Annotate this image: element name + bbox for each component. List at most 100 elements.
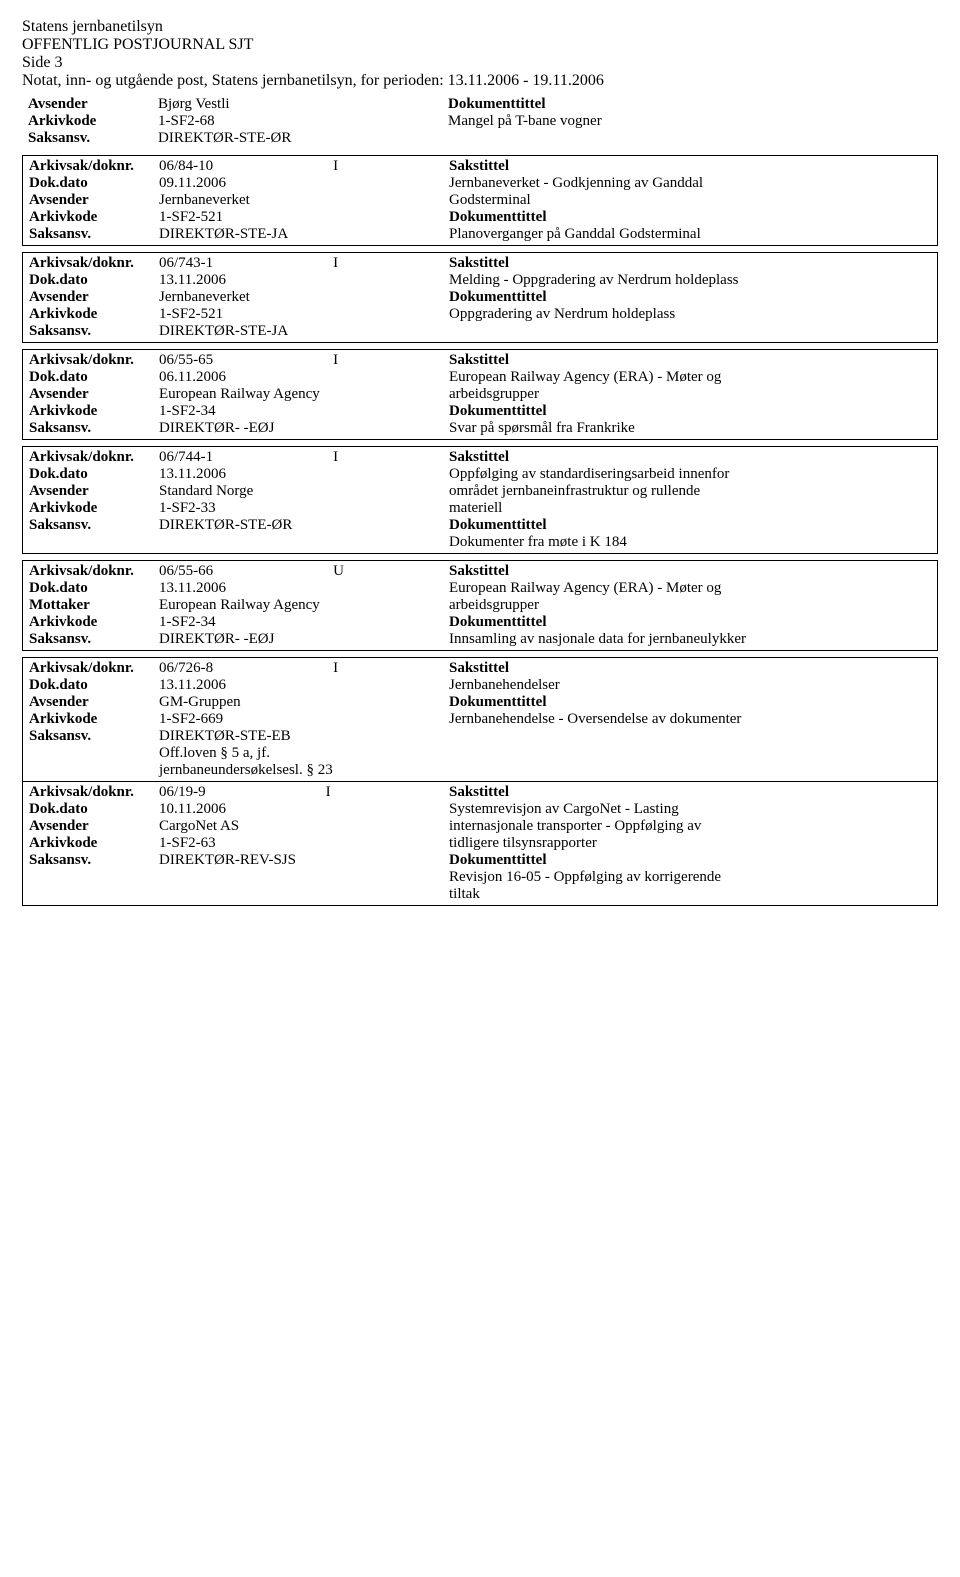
entry-row: Arkivkode1-SF2-34Dokumenttittel [29, 403, 931, 420]
section-text: tidligere tilsynsrapporter [449, 835, 931, 852]
field-label [29, 762, 159, 779]
field-value: CargoNet AS [159, 818, 449, 835]
entry-row: Saksansv.DIREKTØR-REV-SJSDokumenttittel [29, 852, 931, 869]
field-value: European Railway Agency [159, 386, 449, 403]
field-value: 1-SF2-34 [159, 403, 449, 420]
field-value: European Railway Agency [159, 597, 449, 614]
section-text: Systemrevisjon av CargoNet - Lasting [449, 801, 931, 818]
saksansv-value: DIREKTØR-STE-ØR [158, 130, 448, 147]
field-label: Dok.dato [29, 801, 159, 818]
field-value: DIREKTØR- -EØJ [159, 420, 449, 437]
field-value: DIREKTØR- -EØJ [159, 631, 449, 648]
entry-row: Saksansv.DIREKTØR-STE-JAPlanoverganger p… [29, 226, 931, 243]
field-label: Arkivsak/doknr. [29, 784, 159, 801]
entry-row: Dok.dato09.11.2006Jernbaneverket - Godkj… [29, 175, 931, 192]
field-label: Avsender [29, 386, 159, 403]
field-label: Dok.dato [29, 272, 159, 289]
field-value [159, 886, 449, 903]
entry-row: Dok.dato13.11.2006European Railway Agenc… [29, 580, 931, 597]
entry-row: AvsenderEuropean Railway Agencyarbeidsgr… [29, 386, 931, 403]
field-label: Mottaker [29, 597, 159, 614]
section-text: arbeidsgrupper [449, 597, 931, 614]
section-text [449, 745, 931, 762]
section-text: arbeidsgrupper [449, 386, 931, 403]
entry-row: Dok.dato06.11.2006European Railway Agenc… [29, 369, 931, 386]
section-heading: Dokumenttittel [449, 289, 931, 306]
section-text: Svar på spørsmål fra Frankrike [449, 420, 931, 437]
field-value: 06/55-65I [159, 352, 449, 369]
field-value: 06.11.2006 [159, 369, 449, 386]
field-label: Arkivsak/doknr. [29, 255, 159, 272]
field-label: Dok.dato [29, 677, 159, 694]
field-value: Jernbaneverket [159, 192, 449, 209]
field-label: Arkivsak/doknr. [29, 158, 159, 175]
journal-entry: Arkivsak/doknr.06/84-10ISakstittelDok.da… [22, 155, 938, 246]
section-text [449, 323, 931, 340]
field-value: 06/55-66U [159, 563, 449, 580]
avsender-label: Avsender [28, 96, 158, 113]
field-value: DIREKTØR-STE-JA [159, 226, 449, 243]
section-text: Godsterminal [449, 192, 931, 209]
entry-row: Arkivsak/doknr.06/19-9ISakstittel [29, 784, 931, 801]
section-heading: Dokumenttittel [449, 403, 931, 420]
field-value: jernbaneundersøkelsesl. § 23 [159, 762, 449, 779]
field-label: Arkivkode [29, 835, 159, 852]
field-label [29, 886, 159, 903]
field-value: 1-SF2-63 [159, 835, 449, 852]
entry-row: Arkivkode1-SF2-669Jernbanehendelse - Ove… [29, 711, 931, 728]
field-label: Saksansv. [29, 728, 159, 745]
field-label: Saksansv. [29, 323, 159, 340]
field-label: Arkivsak/doknr. [29, 352, 159, 369]
section-text: Oppgradering av Nerdrum holdeplass [449, 306, 931, 323]
field-value: 13.11.2006 [159, 466, 449, 483]
field-label: Saksansv. [29, 517, 159, 534]
field-value: DIREKTØR-STE-JA [159, 323, 449, 340]
org-name: Statens jernbanetilsyn [22, 18, 938, 36]
section-text: materiell [449, 500, 931, 517]
section-heading: Sakstittel [449, 660, 931, 677]
entry-row: Arkivkode1-SF2-521Dokumenttittel [29, 209, 931, 226]
section-text: Planoverganger på Ganddal Godsterminal [449, 226, 931, 243]
section-heading: Dokumenttittel [449, 517, 931, 534]
entry-row: Arkivkode1-SF2-33materiell [29, 500, 931, 517]
field-value: 1-SF2-669 [159, 711, 449, 728]
field-value: GM-Gruppen [159, 694, 449, 711]
dokumenttittel-value: Mangel på T-bane vogner [448, 113, 932, 130]
section-heading: Dokumenttittel [449, 694, 931, 711]
section-heading: Sakstittel [449, 255, 931, 272]
section-heading: Sakstittel [449, 563, 931, 580]
field-label: Avsender [29, 818, 159, 835]
field-value: 06/84-10I [159, 158, 449, 175]
field-label [29, 869, 159, 886]
entry-row: AvsenderCargoNet ASinternasjonale transp… [29, 818, 931, 835]
field-label: Avsender [29, 289, 159, 306]
entry-row: Arkivsak/doknr.06/55-66USakstittel [29, 563, 931, 580]
entry-row: Dok.dato13.11.2006Jernbanehendelser [29, 677, 931, 694]
journal-entry: Arkivsak/doknr.06/55-65ISakstittelDok.da… [22, 349, 938, 440]
section-text: Jernbanehendelse - Oversendelse av dokum… [449, 711, 931, 728]
field-label: Avsender [29, 483, 159, 500]
section-text: European Railway Agency (ERA) - Møter og [449, 369, 931, 386]
section-text: området jernbaneinfrastruktur og rullend… [449, 483, 931, 500]
saksansv-label: Saksansv. [28, 130, 158, 147]
field-value: 06/726-8I [159, 660, 449, 677]
entry-row: jernbaneundersøkelsesl. § 23 [29, 762, 931, 779]
field-value: 1-SF2-521 [159, 209, 449, 226]
field-value: 1-SF2-34 [159, 614, 449, 631]
entry-row: tiltak [29, 886, 931, 903]
journal-entry: Arkivsak/doknr.06/744-1ISakstittelDok.da… [22, 446, 938, 554]
field-value: Off.loven § 5 a, jf. [159, 745, 449, 762]
period-line: Notat, inn- og utgående post, Statens je… [22, 72, 938, 90]
entry-row: Saksansv.DIREKTØR-STE-EB [29, 728, 931, 745]
field-value [159, 534, 449, 551]
entry-row: Dokumenter fra møte i K 184 [29, 534, 931, 551]
entry-row: Off.loven § 5 a, jf. [29, 745, 931, 762]
field-value: 06/19-9I [159, 784, 449, 801]
page-header: Statens jernbanetilsyn OFFENTLIG POSTJOU… [22, 18, 938, 90]
entry-row: Revisjon 16-05 - Oppfølging av korrigere… [29, 869, 931, 886]
section-text: Melding - Oppgradering av Nerdrum holdep… [449, 272, 931, 289]
section-heading: Sakstittel [449, 449, 931, 466]
field-value: Standard Norge [159, 483, 449, 500]
entry-row: AvsenderJernbaneverketDokumenttittel [29, 289, 931, 306]
field-label: Avsender [29, 192, 159, 209]
